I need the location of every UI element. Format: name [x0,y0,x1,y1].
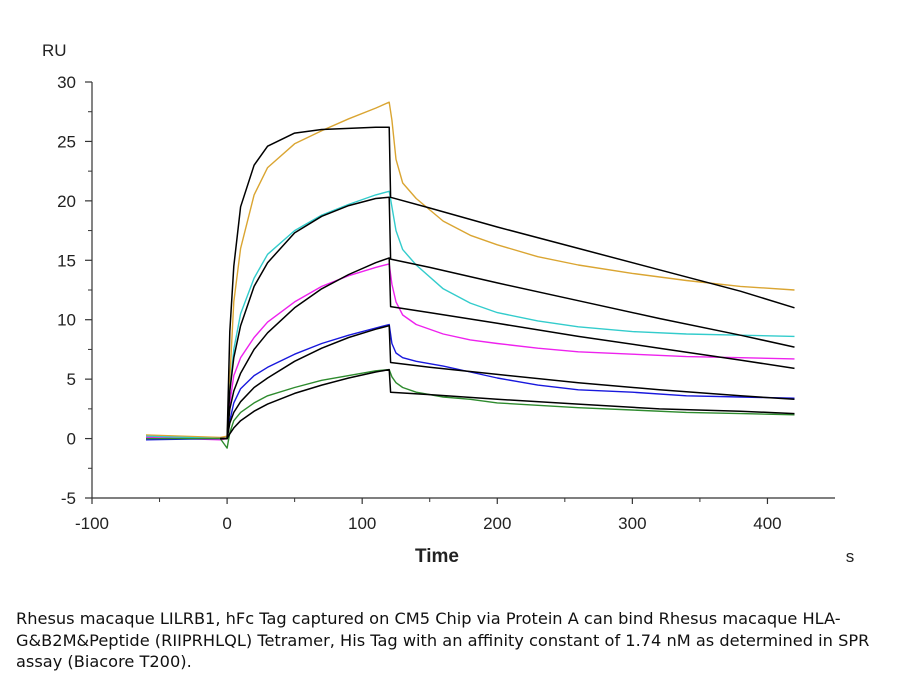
fit-curve-line [220,257,795,440]
x-tick-label: 400 [753,514,781,533]
y-tick-label: -5 [61,489,76,508]
y-tick-label: 0 [67,430,76,449]
sensorgram-curves [145,101,795,449]
x-tick-label: 300 [618,514,646,533]
sensorgram-series-line [145,101,795,439]
y-tick-label: 10 [57,311,76,330]
x-tick-label: -100 [75,514,109,533]
sensorgram-series-line [145,263,795,441]
y-tick-label: 30 [57,73,76,92]
y-tick-label: 20 [57,192,76,211]
axis-ticks: -100 0 100 200 300 400 -5 0 5 10 15 20 25 30 [57,73,782,533]
sensorgram-series-line [145,190,795,440]
y-axis-unit-label: RU [42,41,67,60]
figure-caption: Rhesus macaque LILRB1, hFc Tag captured … [16,609,870,671]
fit-curve-line [220,324,795,440]
chart-axes [91,82,835,499]
x-tick-label: 200 [483,514,511,533]
fit-curve-line [220,196,795,440]
x-tick-label: 0 [222,514,231,533]
sensorgram-series-line [146,368,795,449]
x-axis-title: Time [415,546,459,567]
y-tick-label: 25 [57,132,76,151]
fit-curve-line [220,126,795,440]
y-tick-label: 5 [67,370,76,389]
sensorgram-series-line [145,323,795,441]
fit-curve-line [220,368,795,440]
y-tick-label: 15 [57,251,76,270]
x-axis-unit-label: s [846,547,855,566]
x-tick-label: 100 [348,514,376,533]
